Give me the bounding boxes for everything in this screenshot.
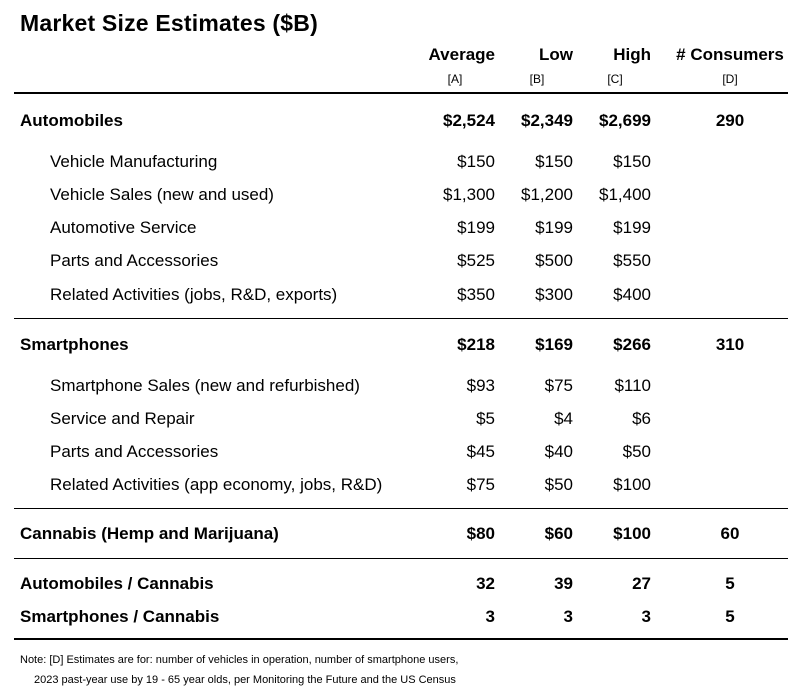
cell-low: $169: [535, 335, 573, 354]
cell-average: $199: [457, 218, 495, 237]
cell-high: $400: [613, 285, 651, 304]
row-label: Smartphones: [20, 335, 129, 354]
row-label: Smartphones / Cannabis: [20, 607, 220, 626]
cell-high: $199: [613, 218, 651, 237]
cell-low: 3: [563, 607, 573, 626]
col-sub-high: [C]: [607, 72, 623, 86]
cell-high: $100: [613, 475, 651, 494]
cell-consumers: 5: [725, 574, 735, 593]
cell-high: $110: [614, 376, 651, 395]
row-label: Automobiles / Cannabis: [20, 574, 214, 593]
cell-average: $93: [466, 376, 495, 395]
table-rule: [14, 508, 788, 509]
table-rule: [14, 318, 788, 319]
cell-average: $45: [466, 442, 495, 461]
cell-low: $40: [544, 442, 573, 461]
cell-high: $1,400: [599, 185, 651, 204]
cell-high: $150: [613, 152, 651, 171]
cell-high: $2,699: [599, 111, 651, 130]
cell-high: $266: [613, 335, 651, 354]
cell-average: 3: [485, 607, 495, 626]
table-rule: [14, 92, 788, 94]
cell-high: 3: [641, 607, 651, 626]
cell-average: 32: [476, 574, 495, 593]
col-header-high: High: [613, 45, 651, 64]
cell-average: $525: [457, 251, 495, 270]
row-label: Automobiles: [20, 111, 123, 130]
cell-low: 39: [554, 574, 573, 593]
cell-low: $1,200: [521, 185, 573, 204]
cell-low: $300: [535, 285, 573, 304]
note-line-2: 2023 past-year use by 19 - 65 year olds,…: [34, 674, 456, 686]
row-label: Service and Repair: [50, 409, 195, 428]
cell-high: 27: [632, 574, 651, 593]
cell-low: $50: [544, 475, 573, 494]
cell-low: $150: [535, 152, 573, 171]
row-label: Related Activities (jobs, R&D, exports): [50, 285, 338, 304]
cell-average: $80: [466, 524, 495, 543]
cell-high: $50: [622, 442, 651, 461]
cell-high: $100: [613, 524, 651, 543]
row-label: Smartphone Sales (new and refurbished): [50, 376, 360, 395]
cell-high: $6: [632, 409, 651, 428]
table-rule: [14, 638, 788, 640]
cell-low: $2,349: [521, 111, 573, 130]
cell-average: $350: [457, 285, 495, 304]
col-sub-low: [B]: [529, 72, 545, 86]
row-label: Related Activities (app economy, jobs, R…: [50, 475, 383, 494]
row-label: Vehicle Manufacturing: [50, 152, 218, 171]
row-label: Parts and Accessories: [50, 442, 219, 461]
col-sub-average: [A]: [447, 72, 463, 86]
col-header-consumers: # Consumers: [676, 45, 784, 64]
cell-low: $60: [544, 524, 573, 543]
row-label: Cannabis (Hemp and Marijuana): [20, 524, 279, 543]
page-title: Market Size Estimates ($B): [20, 10, 318, 36]
cell-consumers: 60: [720, 524, 740, 543]
note-line-1: Note: [D] Estimates are for: number of v…: [20, 654, 459, 666]
cell-average: $150: [457, 152, 495, 171]
col-header-average: Average: [428, 45, 495, 64]
cell-average: $75: [466, 475, 495, 494]
col-header-low: Low: [539, 45, 573, 64]
cell-low: $4: [554, 409, 573, 428]
row-label: Vehicle Sales (new and used): [50, 185, 274, 204]
table-rule: [14, 558, 788, 559]
cell-consumers: 290: [715, 111, 745, 130]
cell-average: $1,300: [443, 185, 495, 204]
row-label: Automotive Service: [50, 218, 197, 237]
row-label: Parts and Accessories: [50, 251, 219, 270]
cell-average: $218: [457, 335, 495, 354]
cell-consumers: 5: [725, 607, 735, 626]
col-sub-consumers: [D]: [722, 72, 738, 86]
cell-low: $75: [544, 376, 573, 395]
cell-consumers: 310: [715, 335, 745, 354]
cell-low: $199: [535, 218, 573, 237]
cell-average: $2,524: [443, 111, 495, 130]
cell-low: $500: [535, 251, 573, 270]
cell-average: $5: [476, 409, 495, 428]
cell-high: $550: [613, 251, 651, 270]
